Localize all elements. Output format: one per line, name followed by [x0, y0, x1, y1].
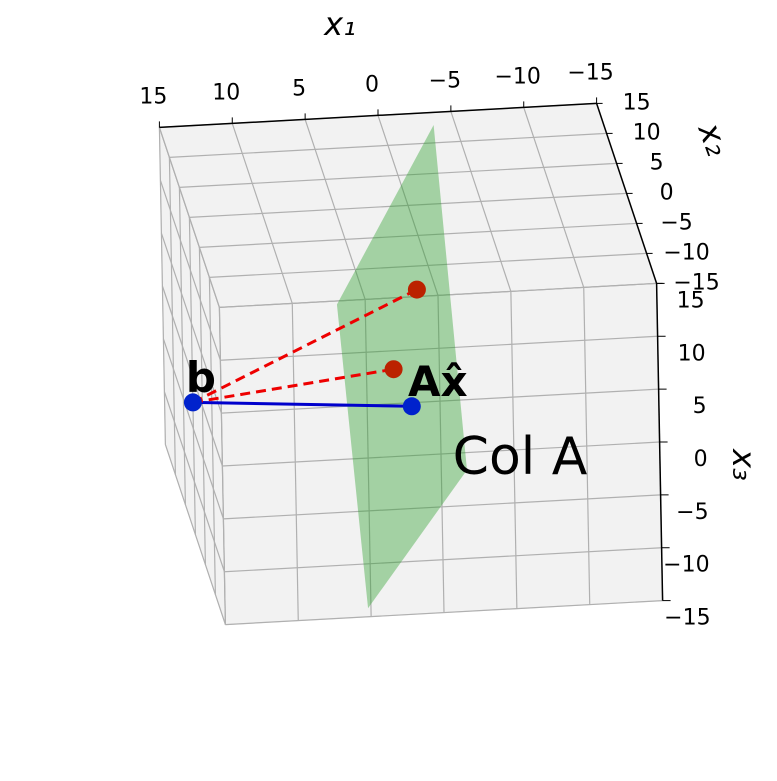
point [384, 360, 403, 379]
x3-tick-label: −15 [664, 606, 710, 631]
x1-tick-label: 0 [365, 72, 379, 97]
x2-tick-label: −15 [673, 270, 719, 295]
x2-tick-label: 5 [650, 150, 664, 175]
grid-line [221, 388, 659, 414]
point [407, 280, 426, 299]
x1-tick-label: −15 [567, 60, 613, 85]
grid-line [179, 162, 617, 188]
grid-line [222, 441, 660, 467]
x2-tick-label: −10 [663, 240, 709, 265]
point-label: Ax̂ [408, 357, 468, 406]
grid-line [199, 222, 637, 248]
grid-line [160, 232, 222, 414]
grid-line [220, 335, 658, 361]
x3-tick-label: 5 [693, 394, 707, 419]
plane-label: Col A [453, 427, 588, 487]
x3-tick-label: 15 [677, 288, 705, 313]
link-line [192, 288, 418, 404]
x2-axis-label: x₂ [690, 117, 737, 161]
grid-line [223, 494, 661, 520]
link-line [192, 400, 412, 408]
x2-tick-label: 15 [623, 90, 651, 115]
x1-tick-label: 15 [139, 84, 167, 109]
x3-tick-label: 0 [694, 447, 708, 472]
point-label: b [186, 353, 216, 402]
x2-tick-label: 0 [660, 180, 674, 205]
x3-tick-label: −5 [676, 500, 708, 525]
grid-line [225, 600, 663, 626]
grid-line [159, 180, 221, 361]
point [183, 393, 202, 412]
link-line [192, 367, 394, 404]
grid-line [169, 132, 607, 158]
x1-tick-label: 5 [292, 76, 306, 101]
point [402, 397, 421, 416]
grid-line [164, 444, 226, 625]
grid-line [189, 192, 627, 218]
grid-line [158, 127, 220, 308]
x1-tick-label: −10 [495, 64, 541, 89]
grid-line [219, 282, 657, 308]
x1-tick-label: 10 [212, 80, 240, 105]
x2-tick-label: −5 [660, 210, 692, 235]
grid-line [163, 391, 225, 572]
x3-axis-label: x₃ [725, 448, 763, 481]
grid-line [161, 285, 223, 467]
x1-tick-label: −5 [429, 68, 461, 93]
x2-tick-label: 10 [633, 120, 661, 145]
grid-line [224, 547, 662, 573]
grid-line [209, 252, 647, 278]
x3-tick-label: 10 [678, 341, 706, 366]
x3-tick-label: −10 [663, 553, 709, 578]
grid-line [162, 338, 224, 520]
x1-axis-label: x₁ [323, 5, 356, 43]
